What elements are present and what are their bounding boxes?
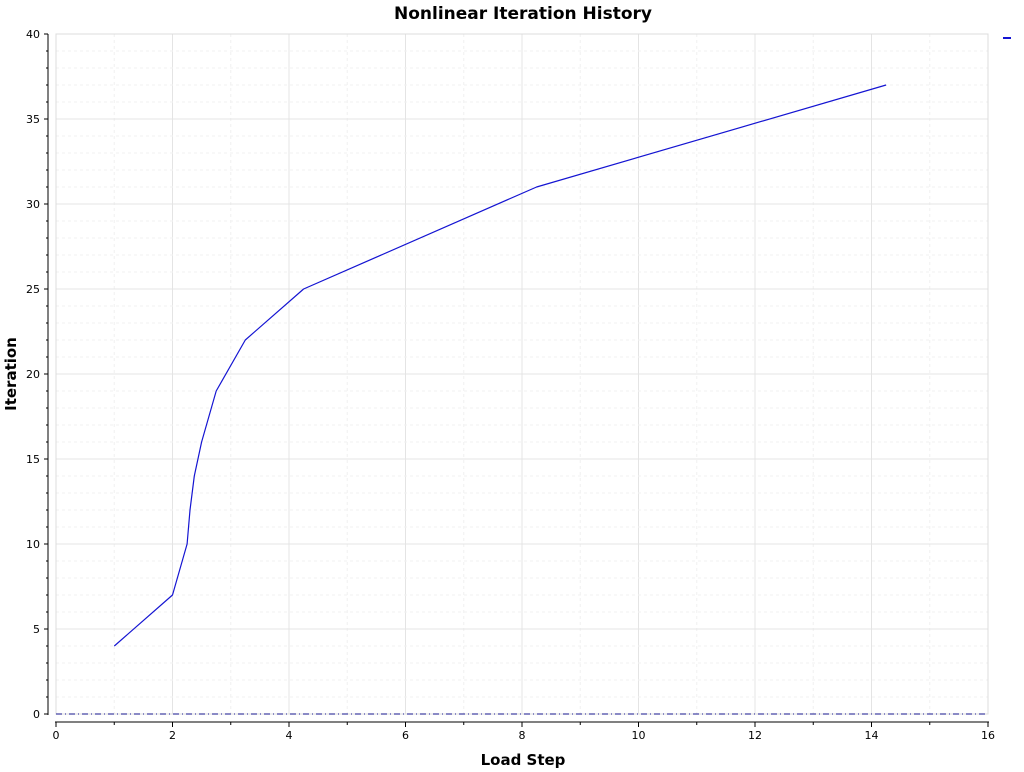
x-tick-label: 12: [748, 729, 762, 742]
y-tick-label: 35: [26, 113, 40, 126]
y-tick-label: 15: [26, 453, 40, 466]
plot-area-frame: [55, 33, 989, 715]
x-tick-label: 0: [53, 729, 60, 742]
axes: 0 5 10 15 20 25 30 35 40 0 2 4 6 8 10 12 14 16: [26, 28, 995, 742]
x-tick-label: 10: [632, 729, 646, 742]
y-tick-label: 10: [26, 538, 40, 551]
grid: [55, 33, 989, 715]
iteration-series-line: [113, 84, 887, 647]
x-tick-label: 8: [519, 729, 526, 742]
x-tick-label: 2: [169, 729, 176, 742]
y-tick-label: 40: [26, 28, 40, 41]
y-tick-label: 30: [26, 198, 40, 211]
y-tick-label: 20: [26, 368, 40, 381]
y-tick-label: 0: [33, 708, 40, 721]
x-tick-label: 6: [402, 729, 409, 742]
x-tick-label: 4: [286, 729, 293, 742]
y-tick-label: 5: [33, 623, 40, 636]
chart-title: Nonlinear Iteration History: [394, 4, 652, 24]
series-lines: [113, 84, 887, 647]
y-tick-label: 25: [26, 283, 40, 296]
x-tick-label: 16: [981, 729, 995, 742]
x-axis-title: Load Step: [481, 751, 566, 768]
y-axis-title: Iteration: [2, 337, 20, 411]
x-tick-label: 14: [865, 729, 879, 742]
